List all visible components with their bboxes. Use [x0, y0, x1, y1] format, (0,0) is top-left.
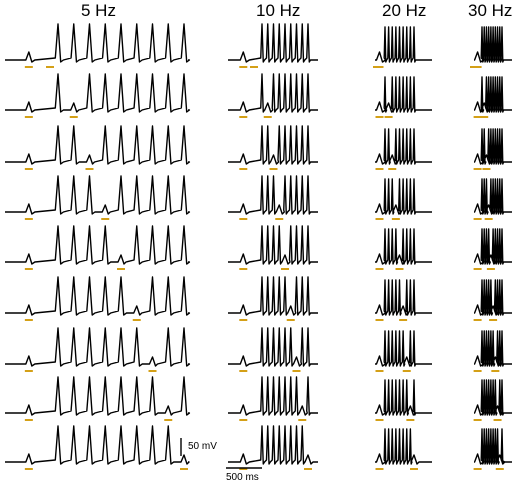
spike-trace	[375, 428, 432, 465]
spike-trace	[228, 73, 318, 113]
trace-col3-row1	[373, 26, 432, 68]
trace-col4-row1	[470, 26, 512, 68]
trace-col3-row7	[375, 330, 432, 372]
spike-trace	[375, 228, 432, 265]
trace-col4-row3	[473, 128, 512, 170]
trace-col2-row2	[228, 73, 318, 118]
spike-trace	[5, 175, 191, 215]
spike-trace	[228, 276, 318, 316]
spike-trace	[473, 26, 512, 63]
trace-col4-row9	[473, 428, 512, 470]
column-title-20hz: 20 Hz	[382, 1, 427, 20]
trace-col2-row7	[228, 327, 318, 372]
spike-trace	[228, 327, 318, 367]
trace-col3-row9	[375, 428, 432, 470]
spike-trace	[228, 175, 318, 215]
trace-col4-row8	[473, 379, 512, 421]
spike-trace	[228, 225, 318, 265]
trace-col2-row5	[228, 225, 318, 270]
spike-trace	[228, 376, 318, 416]
trace-col2-row9	[228, 425, 318, 470]
trace-col2-row6	[228, 276, 318, 321]
spike-trace	[5, 425, 190, 465]
spike-trace	[375, 330, 432, 367]
spike-trace	[473, 178, 512, 215]
trace-col1-row2	[5, 73, 191, 118]
trace-col3-row2	[375, 76, 432, 118]
trace-col4-row4	[473, 178, 512, 220]
trace-col1-row5	[5, 225, 191, 270]
trace-col3-row6	[375, 279, 432, 321]
spike-trace	[375, 26, 432, 63]
spike-trace	[228, 23, 318, 63]
trace-col1-row9	[5, 425, 190, 470]
trace-col4-row5	[473, 228, 512, 270]
trace-col2-row8	[228, 376, 318, 421]
time-scale-label: 500 ms	[226, 472, 259, 483]
spike-trace	[5, 276, 191, 316]
spike-trace	[473, 379, 512, 416]
trace-col4-row2	[473, 76, 512, 118]
trace-col4-row7	[473, 330, 512, 372]
trace-col2-row4	[228, 175, 318, 220]
trace-col1-row6	[5, 276, 191, 321]
trace-col1-row7	[5, 327, 191, 372]
spike-trace	[473, 279, 512, 316]
trace-col1-row1	[5, 23, 191, 68]
spike-trace	[473, 128, 512, 165]
trace-col3-row3	[375, 128, 432, 170]
spike-trace	[375, 128, 432, 165]
trace-col4-row6	[473, 279, 512, 321]
spike-trace	[5, 23, 191, 63]
trace-col2-row1	[228, 23, 318, 68]
spike-trace	[5, 73, 191, 113]
column-title-30hz: 30 Hz	[468, 1, 513, 20]
spike-trace	[375, 279, 432, 316]
spike-trace	[228, 125, 318, 165]
spike-trace	[375, 178, 432, 215]
spike-trace	[375, 379, 432, 416]
spike-trace	[473, 76, 512, 113]
trace-col3-row5	[375, 228, 432, 270]
voltage-scale-label: 50 mV	[188, 441, 217, 452]
trace-col1-row8	[5, 376, 191, 421]
spike-trace	[228, 425, 318, 465]
spike-trace	[473, 428, 512, 465]
trace-col1-row3	[5, 125, 191, 170]
spike-trace	[5, 225, 191, 265]
spike-trace	[473, 330, 512, 367]
spike-trace	[5, 327, 191, 367]
spike-trace	[473, 228, 512, 265]
spike-trace	[375, 76, 432, 113]
column-title-5hz: 5 Hz	[81, 1, 116, 20]
spike-trace	[5, 125, 191, 165]
trace-col3-row4	[375, 178, 432, 220]
trace-col1-row4	[5, 175, 191, 220]
trace-col3-row8	[375, 379, 432, 421]
column-title-10hz: 10 Hz	[256, 1, 301, 20]
trace-col2-row3	[228, 125, 318, 170]
spike-trace	[5, 376, 191, 416]
